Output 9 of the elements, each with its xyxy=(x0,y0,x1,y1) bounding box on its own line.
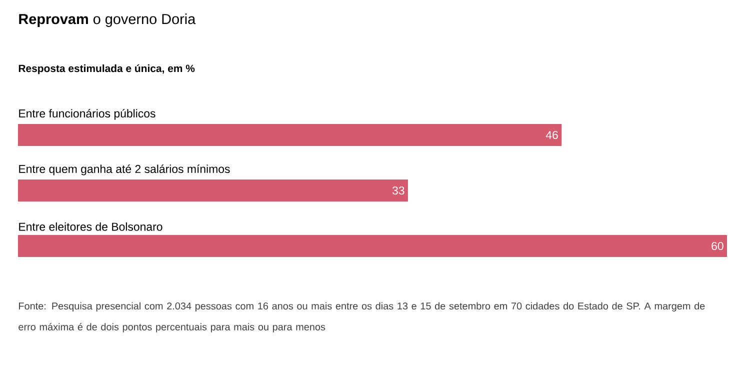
y-tick-label: Entre quem ganha até 2 salários mínimos xyxy=(19,164,230,176)
source-note: Fonte: Pesquisa presencial com 2.034 pessoas com 16 anos ou mais entre os dias 13 e 15 de setembro em 70 cidades do Estado de SP. A margem de erro máxima é de dois pontos percentuais para mais ou para menos xyxy=(18,302,705,332)
data-label: 46 xyxy=(546,130,558,140)
data-label: 33 xyxy=(392,186,404,195)
chart-title: Reprovam o governo Doria xyxy=(19,14,196,27)
y-tick-label: Entre funcionários públicos xyxy=(19,108,156,120)
data-label: 60 xyxy=(712,242,724,250)
y-tick-label: Entre eleitores de Bolsonaro xyxy=(19,222,162,231)
chart-subtitle: Resposta estimulada e única, em % xyxy=(18,64,195,74)
